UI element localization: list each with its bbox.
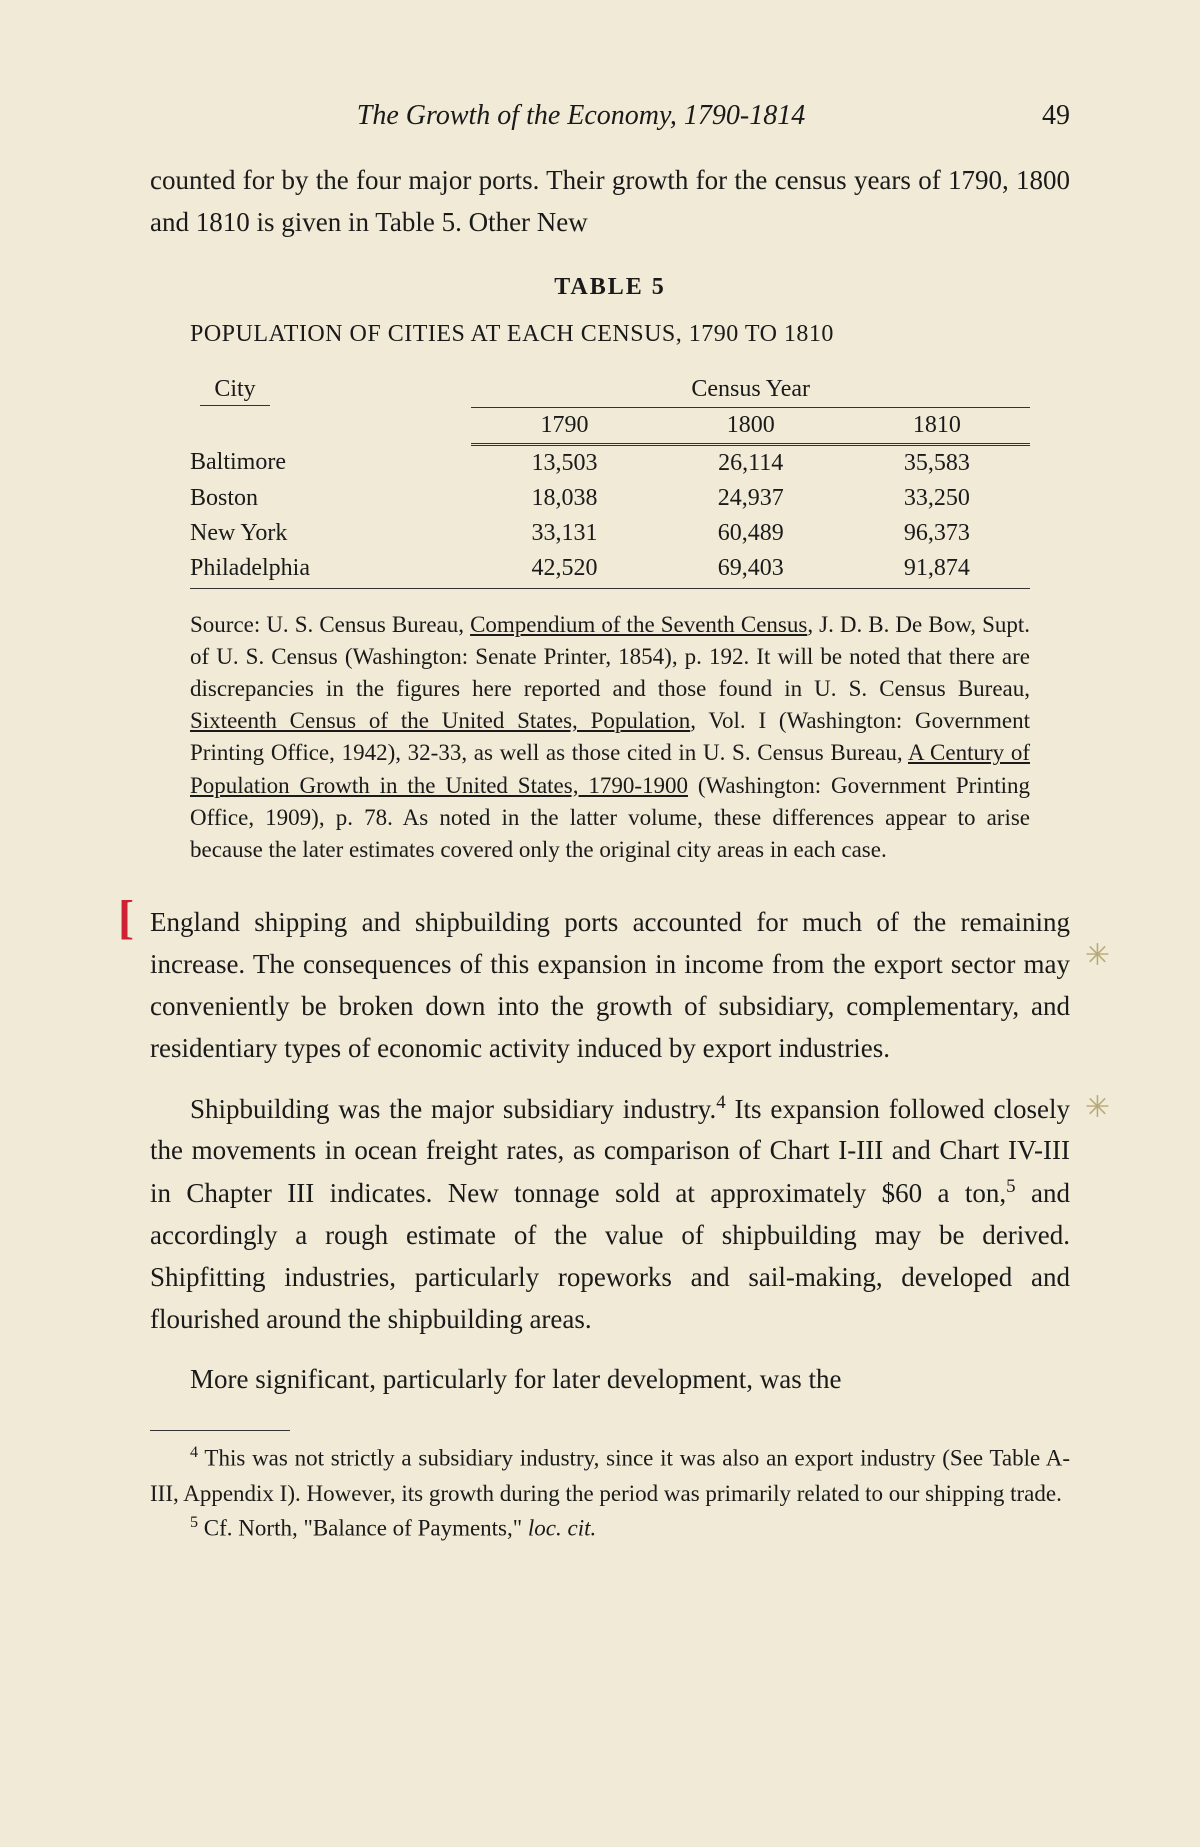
source-citation: Compendium of the Seventh Census bbox=[470, 612, 807, 637]
footnote-rule bbox=[150, 1430, 290, 1431]
para-text: Shipbuilding was the major subsidiary in… bbox=[190, 1094, 716, 1124]
cell-city: Baltimore bbox=[190, 444, 471, 481]
table-row: Boston 18,038 24,937 33,250 bbox=[190, 481, 1030, 516]
footnote-number: 5 bbox=[190, 1514, 198, 1531]
body-paragraph-4: More significant, particularly for later… bbox=[150, 1359, 1070, 1401]
cell-val: 18,038 bbox=[471, 481, 657, 516]
page-header: The Growth of the Economy, 1790-1814 49 bbox=[150, 100, 1070, 132]
table-label: TABLE 5 bbox=[150, 274, 1070, 301]
table-source-note: Source: U. S. Census Bureau, Compendium … bbox=[190, 609, 1030, 867]
footnote-ref: 4 bbox=[716, 1092, 725, 1113]
body-paragraph-3: Shipbuilding was the major subsidiary in… bbox=[150, 1088, 1070, 1341]
footnote-text: This was not strictly a subsidiary indus… bbox=[150, 1446, 1070, 1506]
running-title: The Growth of the Economy, 1790-1814 bbox=[150, 100, 1012, 132]
cell-val: 42,520 bbox=[471, 551, 657, 589]
cell-val: 69,403 bbox=[658, 551, 844, 589]
year-1790: 1790 bbox=[471, 407, 657, 444]
cell-val: 33,250 bbox=[844, 481, 1030, 516]
cell-city: Boston bbox=[190, 481, 471, 516]
cell-val: 13,503 bbox=[471, 444, 657, 481]
footnote-text: Cf. North, "Balance of Payments," bbox=[198, 1516, 528, 1541]
handwritten-star-icon: ✳ bbox=[1085, 1090, 1110, 1125]
col-city-header: City bbox=[200, 376, 270, 406]
cell-val: 33,131 bbox=[471, 516, 657, 551]
source-text: Source: U. S. Census Bureau, bbox=[190, 612, 470, 637]
table-row: Philadelphia 42,520 69,403 91,874 bbox=[190, 551, 1030, 589]
cell-val: 96,373 bbox=[844, 516, 1030, 551]
table-row: New York 33,131 60,489 96,373 bbox=[190, 516, 1030, 551]
census-table: City Census Year 1790 1800 1810 Baltimor… bbox=[190, 372, 1030, 589]
cell-val: 60,489 bbox=[658, 516, 844, 551]
body-paragraph-2: England shipping and shipbuilding ports … bbox=[150, 902, 1070, 1069]
year-1800: 1800 bbox=[658, 407, 844, 444]
handwritten-star-icon: ✳ bbox=[1085, 938, 1110, 973]
footnote-ref: 5 bbox=[1006, 1176, 1015, 1197]
source-citation: Sixteenth Census of the United States, P… bbox=[190, 708, 690, 733]
footnote-number: 4 bbox=[190, 1444, 198, 1461]
intro-paragraph: counted for by the four major ports. The… bbox=[150, 160, 1070, 244]
handwritten-bracket-icon: [ bbox=[118, 894, 134, 942]
footnote-italic: loc. cit. bbox=[528, 1516, 596, 1541]
cell-city: New York bbox=[190, 516, 471, 551]
page-number: 49 bbox=[1042, 100, 1070, 132]
year-1810: 1810 bbox=[844, 407, 1030, 444]
page-content: The Growth of the Economy, 1790-1814 49 … bbox=[0, 0, 1200, 1847]
footnote-5: 5 Cf. North, "Balance of Payments," loc.… bbox=[150, 1511, 1070, 1546]
table-row: Baltimore 13,503 26,114 35,583 bbox=[190, 444, 1030, 481]
cell-val: 24,937 bbox=[658, 481, 844, 516]
footnote-4: 4 This was not strictly a subsidiary ind… bbox=[150, 1441, 1070, 1511]
cell-val: 91,874 bbox=[844, 551, 1030, 589]
col-census-header: Census Year bbox=[471, 372, 1030, 408]
cell-val: 26,114 bbox=[658, 444, 844, 481]
cell-city: Philadelphia bbox=[190, 551, 471, 589]
cell-val: 35,583 bbox=[844, 444, 1030, 481]
table-title: POPULATION OF CITIES AT EACH CENSUS, 179… bbox=[190, 321, 1070, 348]
